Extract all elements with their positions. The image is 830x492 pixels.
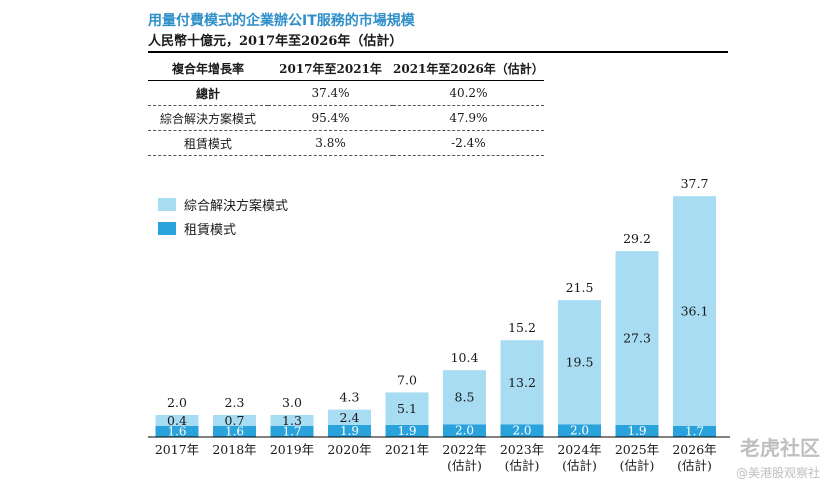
legend-item-solution: 綜合解決方案模式 bbox=[158, 192, 288, 216]
bar-segment-leasing bbox=[673, 426, 716, 437]
data-label-total: 21.5 bbox=[566, 280, 594, 295]
bar-segment-leasing bbox=[500, 424, 544, 437]
legend-label-solution: 綜合解決方案模式 bbox=[184, 198, 289, 214]
bar-segment-solution bbox=[213, 415, 256, 426]
table-row: 總計 37.4% 40.2% bbox=[148, 80, 544, 106]
bar-segment-leasing bbox=[213, 426, 256, 437]
data-label-total: 2.0 bbox=[167, 395, 187, 410]
data-label-solution: 5.1 bbox=[397, 401, 417, 416]
cagr-row-v2: 47.9% bbox=[393, 105, 544, 131]
data-label-leasing: 1.6 bbox=[167, 425, 186, 439]
bar-segment-leasing bbox=[270, 426, 314, 437]
bar-segment-leasing bbox=[443, 424, 486, 437]
bar-segment-solution bbox=[500, 340, 544, 425]
x-tick-label: (估計) bbox=[562, 458, 597, 473]
data-label-total: 3.0 bbox=[282, 395, 302, 410]
cagr-table: 複合年增長率 2017年至2021年 2021年至2026年（估計） 總計 37… bbox=[148, 56, 544, 156]
legend-item-leasing: 租賃模式 bbox=[158, 216, 288, 240]
x-tick-label: 2024年 bbox=[557, 442, 601, 457]
data-label-leasing: 2.0 bbox=[455, 424, 474, 438]
cagr-header-period1: 2017年至2021年 bbox=[268, 56, 393, 81]
x-tick-label: (估計) bbox=[447, 458, 482, 473]
bar-segment-solution bbox=[155, 415, 199, 426]
x-tick-label: 2019年 bbox=[270, 442, 314, 457]
watermark-logo: 老虎社区 bbox=[740, 436, 820, 460]
bar-segment-solution bbox=[328, 409, 371, 425]
x-tick-label: (估計) bbox=[620, 458, 655, 473]
x-tick-label: 2025年 bbox=[615, 442, 659, 457]
data-label-solution: 19.5 bbox=[566, 355, 594, 370]
data-label-solution: 36.1 bbox=[681, 304, 709, 319]
data-label-solution: 0.7 bbox=[225, 413, 245, 428]
bar-segment-solution bbox=[443, 370, 486, 425]
bar-segment-solution bbox=[673, 196, 716, 426]
cagr-row-v1: 37.4% bbox=[268, 80, 393, 106]
data-label-solution: 13.2 bbox=[508, 375, 536, 390]
bar-segment-leasing bbox=[385, 424, 429, 437]
data-label-leasing: 1.7 bbox=[282, 425, 301, 439]
bar-segment-solution bbox=[558, 300, 601, 425]
x-tick-label: 2022年 bbox=[442, 442, 486, 457]
data-label-total: 4.3 bbox=[340, 390, 360, 405]
data-label-total: 2.3 bbox=[225, 395, 245, 410]
x-tick-label: 2018年 bbox=[212, 442, 256, 457]
cagr-row-label: 總計 bbox=[148, 80, 268, 106]
bar-segment-leasing bbox=[155, 426, 199, 437]
cagr-row-label: 租賃模式 bbox=[148, 130, 268, 156]
data-label-solution: 0.4 bbox=[167, 413, 187, 428]
data-label-leasing: 1.9 bbox=[340, 424, 359, 438]
chart-title: 用量付費模式的企業辦公IT服務的市場規模 bbox=[148, 13, 415, 29]
table-row: 綜合解決方案模式 95.4% 47.9% bbox=[148, 105, 544, 131]
data-label-total: 29.2 bbox=[623, 231, 651, 246]
cagr-row-v1: 95.4% bbox=[268, 105, 393, 131]
data-label-total: 15.2 bbox=[508, 320, 536, 335]
data-label-solution: 8.5 bbox=[455, 390, 475, 405]
cagr-header-label: 複合年增長率 bbox=[148, 56, 268, 81]
data-label-leasing: 1.6 bbox=[225, 425, 244, 439]
data-label-total: 10.4 bbox=[451, 350, 479, 365]
bar-segment-leasing bbox=[558, 424, 601, 437]
x-tick-label: (估計) bbox=[505, 458, 540, 473]
cagr-row-v1: 3.8% bbox=[268, 130, 393, 156]
cagr-header-row: 複合年增長率 2017年至2021年 2021年至2026年（估計） bbox=[148, 56, 544, 81]
data-label-leasing: 1.9 bbox=[627, 424, 646, 438]
cagr-row-v2: -2.4% bbox=[393, 130, 544, 156]
bar-segment-leasing bbox=[615, 424, 659, 437]
data-label-solution: 1.3 bbox=[282, 413, 302, 428]
table-row: 租賃模式 3.8% -2.4% bbox=[148, 130, 544, 156]
cagr-row-v2: 40.2% bbox=[393, 80, 544, 106]
x-tick-label: (估計) bbox=[677, 458, 712, 473]
data-label-solution: 2.4 bbox=[340, 410, 360, 425]
data-label-leasing: 1.9 bbox=[397, 424, 416, 438]
data-label-solution: 27.3 bbox=[623, 331, 651, 346]
cagr-row-label: 綜合解決方案模式 bbox=[148, 105, 268, 131]
x-tick-label: 2017年 bbox=[155, 442, 199, 457]
bar-segment-leasing bbox=[328, 424, 371, 437]
chart-legend: 綜合解決方案模式 租賃模式 bbox=[158, 192, 288, 240]
data-label-leasing: 2.0 bbox=[512, 424, 531, 438]
data-label-total: 7.0 bbox=[397, 372, 417, 387]
data-label-leasing: 2.0 bbox=[570, 424, 589, 438]
x-tick-label: 2021年 bbox=[385, 442, 429, 457]
bar-segment-solution bbox=[270, 415, 314, 426]
x-tick-label: 2026年 bbox=[672, 442, 716, 457]
data-label-total: 37.7 bbox=[681, 176, 709, 191]
bar-segment-solution bbox=[385, 392, 429, 425]
legend-label-leasing: 租賃模式 bbox=[184, 222, 237, 238]
legend-swatch-leasing bbox=[158, 221, 176, 235]
header-rule bbox=[148, 51, 728, 53]
x-tick-label: 2023年 bbox=[500, 442, 544, 457]
bar-segment-solution bbox=[615, 251, 659, 425]
chart-subtitle: 人民幣十億元，2017年至2026年（估計） bbox=[148, 34, 403, 49]
legend-swatch-solution bbox=[158, 197, 176, 211]
cagr-header-period2: 2021年至2026年（估計） bbox=[393, 56, 544, 81]
data-label-leasing: 1.7 bbox=[685, 425, 704, 439]
watermark-caption: @美港股观察社 bbox=[735, 466, 820, 480]
x-tick-label: 2020年 bbox=[327, 442, 371, 457]
